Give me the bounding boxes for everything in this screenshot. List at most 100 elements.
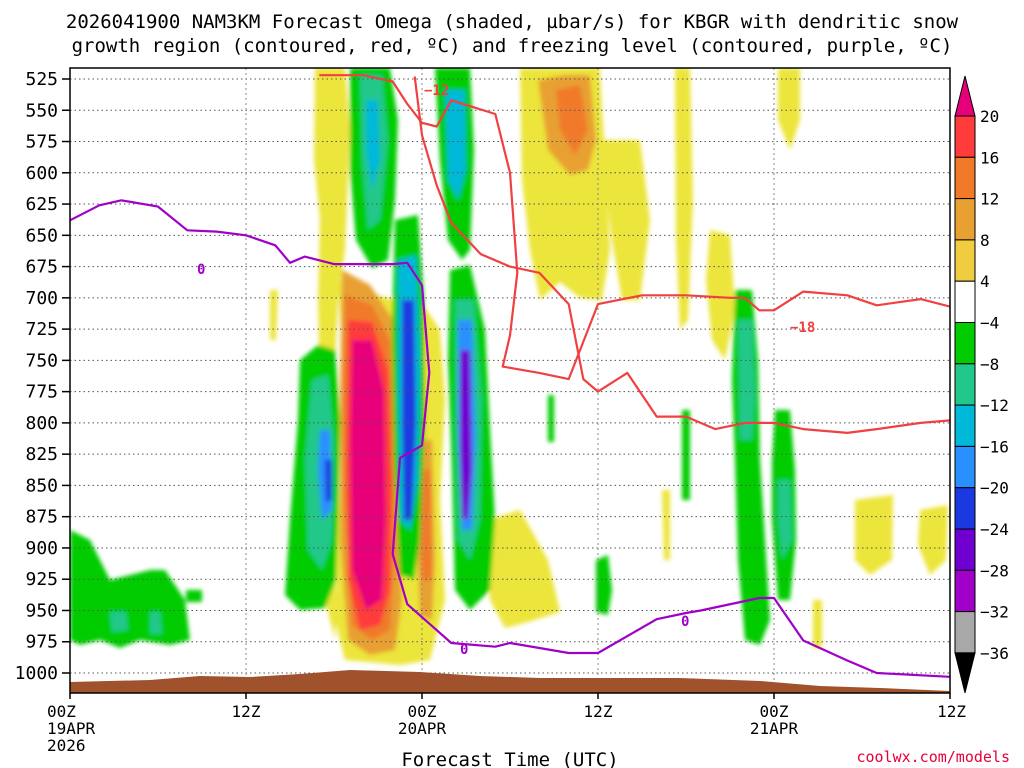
omega-area-cyan-4 bbox=[445, 90, 466, 200]
y-tick-label-525: 525 bbox=[25, 69, 58, 90]
y-tick-label-800: 800 bbox=[25, 413, 58, 434]
colorbar-label-3: 8 bbox=[980, 231, 990, 250]
y-tick-label-725: 725 bbox=[25, 319, 58, 340]
colorbar-label-11: −28 bbox=[980, 561, 1009, 580]
credit-text: coolwx.com/models bbox=[856, 748, 1010, 766]
chart-title-line2: growth region (contoured, red, ºC) and f… bbox=[72, 35, 953, 57]
colorbar-bottom-arrow bbox=[954, 652, 976, 694]
omega-area-yellow-7 bbox=[488, 510, 560, 628]
colorbar-swatch-7 bbox=[954, 363, 976, 406]
colorbar-swatch-3 bbox=[954, 198, 976, 241]
y-tick-label-875: 875 bbox=[25, 507, 58, 528]
colorbar-swatch-1 bbox=[954, 115, 976, 158]
y-tick-label-700: 700 bbox=[25, 288, 58, 309]
y-tick-label-1000: 1000 bbox=[15, 663, 58, 684]
omega-area-blue-2 bbox=[366, 100, 380, 190]
colorbar-label-5: −4 bbox=[980, 314, 999, 333]
colorbar-label-0: 20 bbox=[980, 107, 999, 126]
y-tick-label-775: 775 bbox=[25, 382, 58, 403]
grid bbox=[70, 68, 950, 693]
colorbar-label-1: 16 bbox=[980, 148, 999, 167]
y-tick-label-975: 975 bbox=[25, 632, 58, 653]
contour-label-dgz-upper: −12 bbox=[424, 83, 449, 99]
colorbar-top-arrow bbox=[954, 75, 976, 117]
colorbar-swatch-10 bbox=[954, 487, 976, 530]
contour-label-freezing-c: 0 bbox=[681, 614, 689, 630]
y-axis: 525 550 575 600 625 650 675 700 725 750 775 800 825 8… bbox=[15, 69, 70, 684]
colorbar-swatch-6 bbox=[954, 322, 976, 365]
colorbar-swatch-4 bbox=[954, 239, 976, 282]
y-tick-label-600: 600 bbox=[25, 163, 58, 184]
omega-area-yellow-8 bbox=[855, 495, 893, 575]
y-tick-label-850: 850 bbox=[25, 475, 58, 496]
omega-area-orange-6 bbox=[420, 470, 432, 580]
x-tick-label-0-1: 19APR bbox=[47, 719, 96, 738]
contour-label-dgz-lower: −18 bbox=[790, 320, 815, 336]
y-tick-label-900: 900 bbox=[25, 538, 58, 559]
omega-area-navy-1 bbox=[325, 460, 332, 502]
colorbar-label-8: −16 bbox=[980, 437, 1009, 456]
colorbar-label-9: −20 bbox=[980, 479, 1009, 498]
omega-area-yellow-10 bbox=[662, 490, 670, 560]
colorbar: 20 16 12 8 4 −4 −8 −12 −16 −20 −24 −28 −32 −36 bbox=[954, 75, 1009, 694]
colorbar-swatch-11 bbox=[954, 528, 976, 571]
colorbar-label-2: 12 bbox=[980, 190, 999, 209]
omega-area-green-11 bbox=[548, 395, 554, 442]
omega-area-cyan-8 bbox=[738, 320, 755, 440]
omega-area-yellow-4 bbox=[675, 68, 693, 330]
contour-label-freezing-b: 0 bbox=[460, 642, 468, 658]
colorbar-label-6: −8 bbox=[980, 355, 999, 374]
contour-line-2 bbox=[413, 76, 950, 434]
colorbar-swatch-12 bbox=[954, 569, 976, 613]
omega-area-yellow-5 bbox=[778, 68, 800, 150]
colorbar-label-12: −32 bbox=[980, 603, 1009, 622]
y-tick-label-825: 825 bbox=[25, 444, 58, 465]
y-tick-label-950: 950 bbox=[25, 600, 58, 621]
chart-title-line1: 2026041900 NAM3KM Forecast Omega (shaded… bbox=[66, 11, 959, 33]
x-tick-label-24-0: 00Z bbox=[408, 702, 437, 721]
y-tick-label-650: 650 bbox=[25, 225, 58, 246]
omega-area-cyan-7 bbox=[150, 612, 162, 634]
omega-area-cyan-9 bbox=[778, 480, 792, 560]
omega-area-yellow-6 bbox=[706, 230, 735, 360]
terrain-ground bbox=[70, 670, 950, 693]
omega-area-green-7 bbox=[186, 590, 202, 602]
omega-area-orange-2 bbox=[556, 85, 588, 155]
x-tick-label-36-0: 12Z bbox=[584, 702, 613, 721]
x-tick-label-0-2: 2026 bbox=[47, 736, 86, 755]
x-tick-label-60-0: 12Z bbox=[937, 702, 966, 721]
x-tick-label-0-0: 00Z bbox=[47, 702, 76, 721]
omega-shading bbox=[70, 68, 948, 665]
colorbar-swatch-13 bbox=[954, 611, 976, 654]
colorbar-label-7: −12 bbox=[980, 396, 1009, 415]
y-tick-label-550: 550 bbox=[25, 100, 58, 121]
colorbar-label-4: 4 bbox=[980, 272, 990, 291]
contour-labels: −12 −18 0 0 0 bbox=[197, 83, 815, 658]
x-tick-label-48-1: 21APR bbox=[750, 719, 799, 738]
contour-line-1 bbox=[319, 74, 950, 381]
x-tick-label-24-1: 20APR bbox=[398, 719, 447, 738]
plot-frame bbox=[69, 67, 951, 694]
omega-area-cyan-6 bbox=[110, 612, 128, 632]
omega-area-yellow-3 bbox=[600, 140, 650, 300]
omega-area-purple-1 bbox=[460, 350, 472, 520]
colorbar-swatch-5 bbox=[954, 280, 976, 324]
colorbar-swatch-9 bbox=[954, 445, 976, 489]
y-tick-label-925: 925 bbox=[25, 569, 58, 590]
x-tick-label-48-0: 00Z bbox=[760, 702, 789, 721]
colorbar-swatch-2 bbox=[954, 156, 976, 200]
colorbar-label-13: −36 bbox=[980, 644, 1009, 663]
contour-label-freezing-a: 0 bbox=[197, 262, 205, 278]
omega-area-blue-3 bbox=[402, 300, 416, 520]
y-tick-label-675: 675 bbox=[25, 257, 58, 278]
omega-area-yellow-9 bbox=[918, 505, 948, 575]
omega-area-magenta-1 bbox=[350, 340, 386, 610]
omega-area-green-12 bbox=[682, 410, 690, 500]
omega-area-yellow-11 bbox=[813, 600, 822, 648]
omega-area-yellow-13 bbox=[270, 290, 278, 340]
colorbar-swatch-8 bbox=[954, 404, 976, 447]
omega-area-green-10 bbox=[596, 555, 612, 615]
x-axis-label: Forecast Time (UTC) bbox=[401, 749, 618, 768]
contours bbox=[70, 74, 950, 678]
y-tick-label-625: 625 bbox=[25, 194, 58, 215]
